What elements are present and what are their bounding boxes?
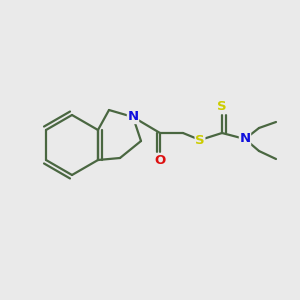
Text: S: S [217, 100, 227, 113]
Text: N: N [128, 110, 139, 124]
Text: N: N [239, 133, 250, 146]
Text: O: O [154, 154, 166, 166]
Text: S: S [195, 134, 205, 146]
